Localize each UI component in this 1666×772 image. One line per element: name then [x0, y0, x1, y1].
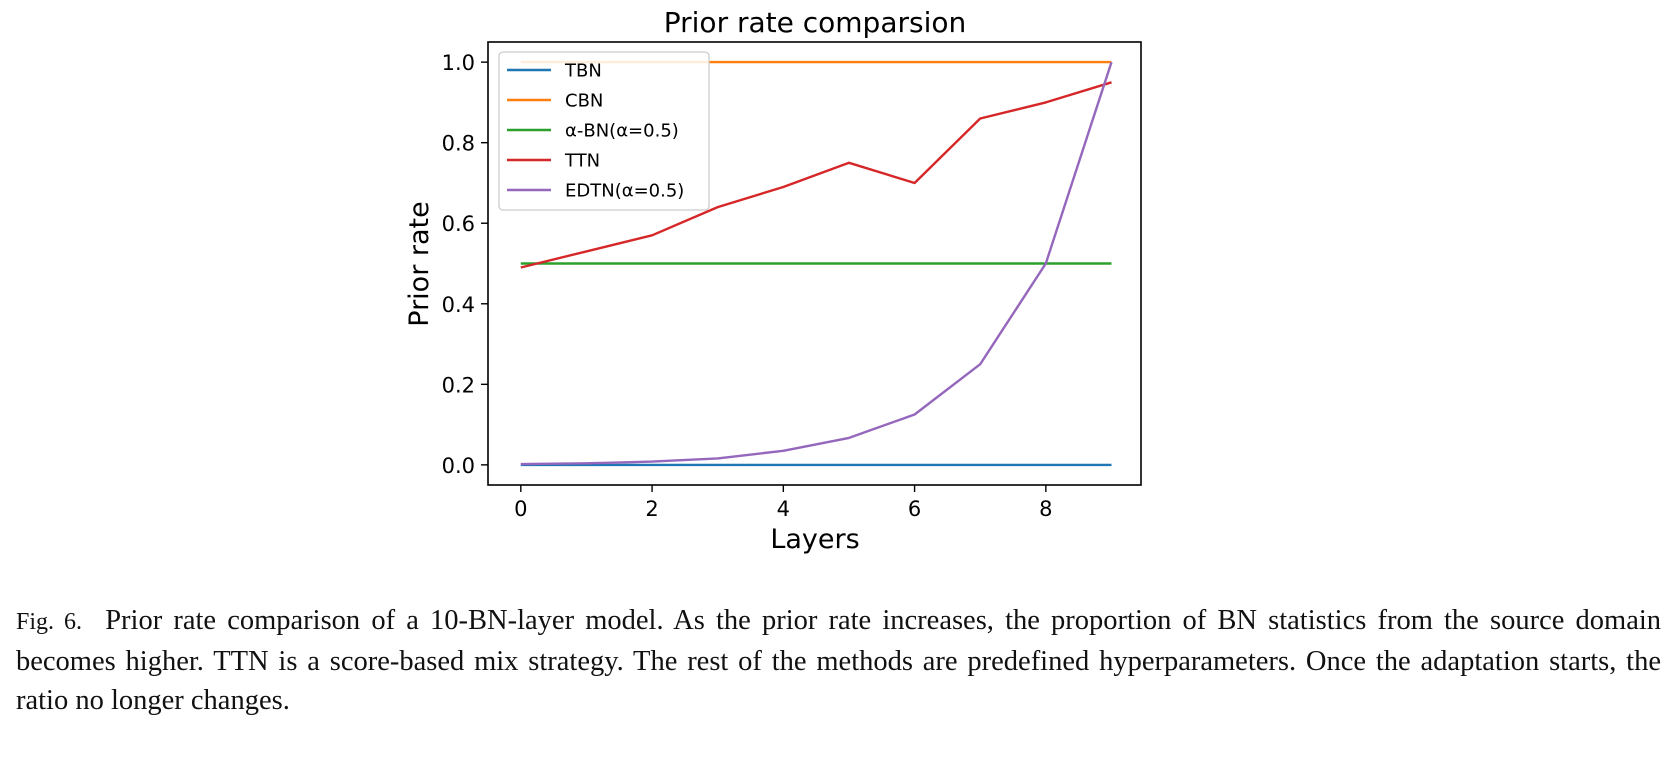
legend-label-cbn: CBN	[565, 91, 603, 112]
x-axis: 0 2 4 6 8	[514, 485, 1053, 521]
y-tick-label-2: 0.4	[442, 293, 475, 317]
legend-label-ttn: TTN	[564, 151, 600, 172]
y-tick-label-0: 0.0	[442, 454, 475, 478]
chart-title: Prior rate comparsion	[664, 6, 967, 39]
legend-box	[498, 51, 710, 211]
y-tick-label-4: 0.8	[442, 132, 475, 156]
x-axis-label: Layers	[770, 524, 859, 555]
series-line-ttn	[520, 81, 1112, 269]
y-tick-label-3: 0.6	[442, 212, 475, 236]
legend-label-tbn: TBN	[564, 61, 602, 82]
legend: TBN CBN α-BN(α=0.5) TTN EDTN(α=0.5)	[498, 51, 710, 211]
line-chart: Prior rate comparsion 0 2 4 6 8 0.0 0.2 0.4 0.6…	[404, 6, 1142, 555]
caption-text: Prior rate comparison of a 10-BN-layer m…	[16, 605, 1662, 716]
y-tick-label-1: 0.2	[442, 373, 475, 397]
x-tick-label-6: 6	[908, 497, 921, 521]
y-tick-label-5: 1.0	[442, 51, 475, 75]
plot-frame	[487, 41, 1142, 486]
x-tick-label-4: 4	[777, 497, 790, 521]
caption-label: Fig. 6.	[16, 609, 83, 635]
y-axis-label: Prior rate	[404, 201, 435, 326]
y-axis: 0.0 0.2 0.4 0.6 0.8 1.0	[442, 51, 488, 478]
series-line-edtn-0-5	[520, 61, 1113, 466]
x-tick-label-0: 0	[514, 497, 527, 521]
legend-label-edtn-0-5: EDTN(α=0.5)	[565, 181, 684, 202]
legend-label-bn-0-5: α-BN(α=0.5)	[565, 121, 679, 142]
x-tick-label-2: 2	[645, 497, 658, 521]
x-tick-label-8: 8	[1039, 497, 1052, 521]
figure-caption: Fig. 6. Prior rate comparison of a 10-BN…	[16, 601, 1661, 720]
